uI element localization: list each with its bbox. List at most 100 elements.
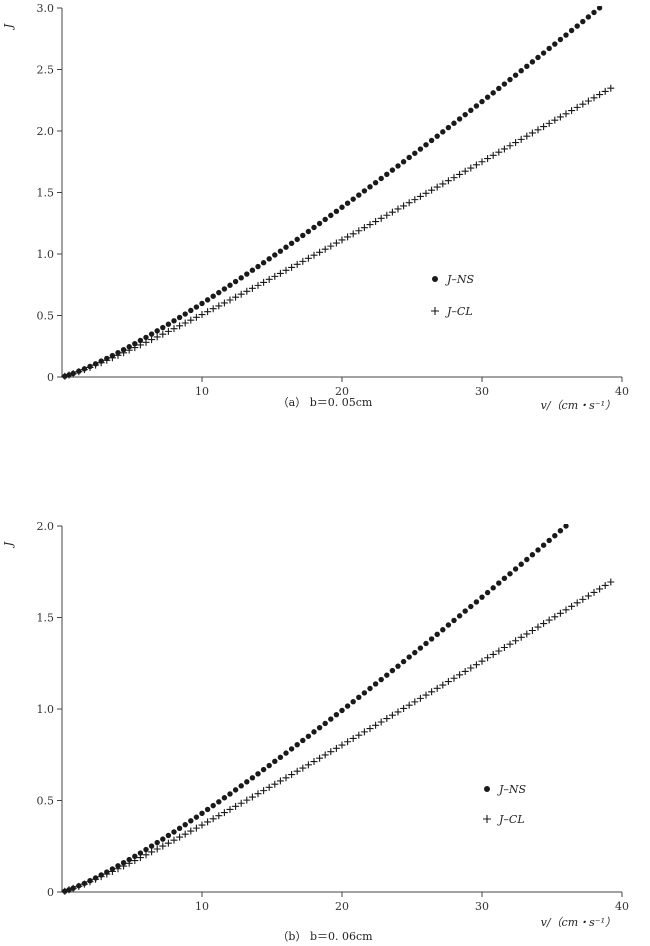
x-tick-label: 40 (615, 900, 629, 913)
data-point-plus (248, 793, 256, 801)
data-point-dot (356, 694, 362, 700)
data-point-dot (244, 779, 250, 785)
data-point-plus (394, 205, 402, 213)
data-point-dot (344, 703, 351, 709)
data-point-plus (159, 842, 167, 850)
data-point-dot (305, 733, 312, 739)
data-point-dot (529, 552, 536, 558)
data-point-dot (328, 212, 334, 219)
data-point-plus (467, 664, 475, 672)
data-point-dot (143, 846, 149, 853)
data-point-plus (601, 87, 609, 95)
data-point-plus (461, 667, 469, 675)
data-point-dot (288, 240, 295, 246)
y-tick-label: 3.0 (37, 2, 55, 15)
data-point-plus (299, 257, 307, 265)
data-point-plus (512, 139, 520, 147)
chart-panel-a: 0 0.5 1.0 1.5 2.0 2.5 3.0 10 20 30 40 Jv/（cm・s⁻¹） J–… (2, 2, 629, 412)
data-point-dot (154, 328, 160, 334)
data-point-plus (383, 715, 391, 723)
data-point-plus (394, 708, 402, 716)
data-point-plus (153, 845, 161, 853)
legend-label-j-cl: J–CL (445, 305, 473, 318)
data-point-dot (518, 68, 524, 74)
data-point-plus (528, 129, 536, 137)
data-point-dot (440, 627, 446, 633)
data-point-plus (86, 878, 94, 886)
data-point-dot (165, 832, 172, 839)
data-point-plus (61, 887, 69, 895)
data-point-dot (272, 758, 278, 765)
data-point-dot (440, 129, 446, 135)
data-point-dot (524, 63, 530, 70)
data-point-dot (216, 799, 222, 805)
data-point-dot (344, 200, 351, 206)
y-tick-label: 0.5 (37, 310, 55, 323)
data-point-plus (584, 97, 592, 105)
data-point-plus (271, 272, 279, 280)
data-point-dot (468, 603, 474, 610)
legend: J–NS J–CL (431, 273, 475, 318)
data-point-plus (601, 581, 609, 589)
data-point-plus (198, 821, 206, 829)
data-point-plus (220, 299, 228, 307)
data-point-plus (405, 199, 413, 207)
data-point-plus (65, 886, 73, 894)
data-point-dot (423, 142, 429, 148)
data-point-plus (416, 192, 424, 200)
data-point-dot (221, 795, 228, 801)
data-point-dot (176, 825, 183, 832)
data-point-plus (276, 777, 284, 785)
data-point-plus (344, 233, 352, 241)
data-point-dot (328, 716, 334, 722)
data-point-plus (456, 671, 464, 679)
data-point-plus (282, 774, 290, 782)
data-point-plus (489, 650, 497, 658)
data-point-plus (456, 170, 464, 178)
data-point-dot (244, 271, 250, 277)
data-point-plus (86, 363, 94, 371)
data-point-plus (226, 296, 234, 304)
data-point-dot (546, 45, 552, 52)
data-point-plus (170, 836, 178, 844)
data-point-dot (479, 98, 485, 105)
data-point-plus (338, 236, 346, 244)
x-axis-title: v/（cm・s⁻¹） (541, 399, 616, 412)
data-point-plus (276, 269, 284, 277)
data-point-plus (484, 155, 492, 163)
data-point-dot (160, 836, 166, 842)
figure-caption: （b） b＝0. 06cm (277, 930, 373, 943)
data-point-plus (422, 189, 430, 197)
data-point-dot (597, 494, 602, 499)
data-point-plus (607, 84, 615, 92)
data-point-dot (428, 137, 435, 144)
data-point-plus (500, 644, 508, 652)
data-point-dot (272, 252, 278, 258)
data-point-dot (316, 724, 323, 731)
data-point-dot (585, 14, 592, 20)
data-point-plus (75, 882, 83, 890)
data-point-plus (377, 214, 385, 222)
data-point-plus (568, 107, 576, 115)
data-point-dot (182, 311, 188, 317)
data-point-plus (288, 771, 296, 779)
data-point-plus (204, 818, 212, 826)
data-point-dot (188, 307, 194, 314)
data-point-dot (524, 556, 530, 563)
data-point-plus (125, 346, 133, 354)
data-point-dot (316, 220, 323, 227)
data-point-plus (237, 799, 245, 807)
data-point-dot (277, 248, 284, 254)
data-point-plus (316, 248, 324, 256)
data-point-plus (523, 132, 531, 140)
data-point-dot (361, 188, 368, 194)
data-point-plus (198, 311, 206, 319)
data-point-dot (199, 810, 205, 817)
chart-panel-b: 0 0.5 1.0 1.5 2.0 10 20 30 40 Jv/（cm・s⁻¹） J–NS J–CL… (2, 494, 629, 943)
data-point-plus (495, 148, 503, 156)
data-point-dot (574, 23, 580, 29)
legend-label-j-ns: J–NS (497, 783, 527, 796)
data-point-dot (216, 289, 222, 296)
data-point-plus (97, 873, 105, 881)
